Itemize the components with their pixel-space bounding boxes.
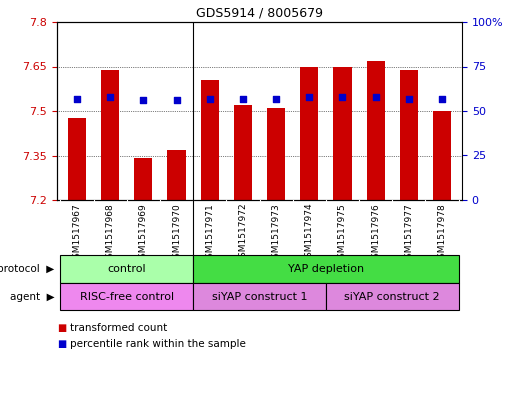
Text: GSM1517972: GSM1517972 bbox=[239, 203, 247, 263]
Bar bbox=[167, 150, 186, 200]
Bar bbox=[134, 158, 152, 200]
Text: GSM1517970: GSM1517970 bbox=[172, 203, 181, 263]
Point bbox=[106, 94, 114, 100]
Bar bbox=[333, 67, 351, 200]
Point bbox=[339, 94, 347, 100]
Bar bbox=[400, 70, 418, 200]
Text: siYAP construct 1: siYAP construct 1 bbox=[212, 292, 307, 301]
Text: GSM1517969: GSM1517969 bbox=[139, 203, 148, 263]
Text: GSM1517971: GSM1517971 bbox=[205, 203, 214, 263]
Text: GSM1517973: GSM1517973 bbox=[271, 203, 281, 263]
Bar bbox=[68, 118, 86, 200]
Text: GSM1517977: GSM1517977 bbox=[404, 203, 413, 263]
Bar bbox=[101, 70, 119, 200]
Bar bbox=[193, 283, 326, 310]
Point bbox=[305, 94, 313, 100]
Text: transformed count: transformed count bbox=[70, 323, 167, 333]
Text: siYAP construct 2: siYAP construct 2 bbox=[344, 292, 440, 301]
Point bbox=[139, 97, 147, 103]
Point bbox=[206, 95, 214, 102]
Bar bbox=[193, 255, 459, 283]
Bar bbox=[234, 105, 252, 200]
Text: control: control bbox=[107, 264, 146, 274]
Bar bbox=[201, 80, 219, 200]
Point bbox=[371, 94, 380, 100]
Text: percentile rank within the sample: percentile rank within the sample bbox=[70, 339, 246, 349]
Point bbox=[272, 95, 280, 102]
Text: YAP depletion: YAP depletion bbox=[288, 264, 364, 274]
Point bbox=[73, 95, 81, 102]
Text: GSM1517968: GSM1517968 bbox=[106, 203, 114, 263]
Bar bbox=[267, 108, 285, 200]
Point bbox=[438, 95, 446, 102]
Text: GSM1517975: GSM1517975 bbox=[338, 203, 347, 263]
Bar bbox=[433, 111, 451, 200]
Point bbox=[405, 95, 413, 102]
Bar bbox=[326, 283, 459, 310]
Text: GSM1517978: GSM1517978 bbox=[438, 203, 447, 263]
Text: GSM1517976: GSM1517976 bbox=[371, 203, 380, 263]
Bar bbox=[300, 67, 319, 200]
Point bbox=[239, 95, 247, 102]
Text: ■: ■ bbox=[57, 339, 66, 349]
Text: ■: ■ bbox=[57, 323, 66, 333]
Bar bbox=[367, 61, 385, 200]
Text: GSM1517967: GSM1517967 bbox=[72, 203, 82, 263]
Title: GDS5914 / 8005679: GDS5914 / 8005679 bbox=[196, 6, 323, 19]
Point bbox=[172, 97, 181, 103]
Text: GSM1517974: GSM1517974 bbox=[305, 203, 314, 263]
Text: agent  ▶: agent ▶ bbox=[10, 292, 54, 301]
Text: protocol  ▶: protocol ▶ bbox=[0, 264, 54, 274]
Bar bbox=[61, 283, 193, 310]
Text: RISC-free control: RISC-free control bbox=[80, 292, 174, 301]
Bar bbox=[61, 255, 193, 283]
